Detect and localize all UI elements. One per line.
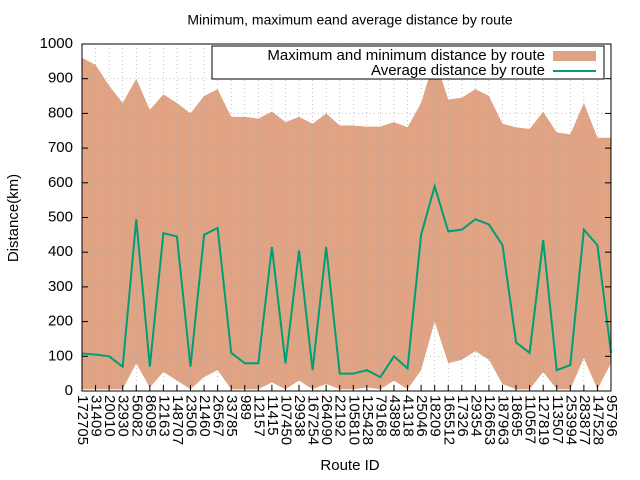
x-tick-label: 86095 bbox=[142, 395, 159, 437]
legend-label: Average distance by route bbox=[371, 62, 545, 79]
y-axis-label: Distance(km) bbox=[5, 174, 22, 262]
x-tick-label: 148707 bbox=[169, 395, 186, 445]
x-tick-label: 32930 bbox=[115, 395, 132, 437]
y-tick-label: 700 bbox=[48, 139, 73, 156]
x-tick-label: 125428 bbox=[359, 395, 376, 445]
x-tick-label: 43898 bbox=[386, 395, 403, 437]
x-tick-label: 23506 bbox=[183, 395, 200, 437]
chart-title: Minimum, maximum eand average distance b… bbox=[187, 12, 512, 28]
x-tick-label: 95796 bbox=[603, 395, 620, 437]
legend-label: Maximum and minimum distance by route bbox=[267, 47, 545, 64]
x-tick-label: 12163 bbox=[155, 395, 172, 437]
x-tick-label: 11415 bbox=[264, 395, 281, 436]
x-tick-label: 21460 bbox=[196, 395, 213, 437]
y-tick-label: 900 bbox=[48, 70, 73, 87]
x-tick-label: 147528 bbox=[589, 395, 606, 445]
x-tick-label: 29938 bbox=[291, 395, 308, 437]
x-tick-label: 172705 bbox=[74, 395, 91, 445]
y-tick-label: 100 bbox=[48, 347, 73, 364]
y-tick-label: 1000 bbox=[40, 35, 73, 52]
x-tick-label: 22192 bbox=[332, 395, 349, 437]
x-tick-label: 165512 bbox=[440, 395, 457, 445]
x-tick-label: 18695 bbox=[508, 395, 525, 437]
x-tick-label: 18209 bbox=[427, 395, 444, 437]
x-tick-label: 56082 bbox=[128, 395, 145, 437]
range-area bbox=[82, 57, 611, 390]
x-tick-label: 31409 bbox=[88, 395, 105, 437]
x-tick-label: 264090 bbox=[318, 395, 335, 445]
x-tick-label: 107450 bbox=[277, 395, 294, 445]
y-tick-label: 400 bbox=[48, 243, 73, 260]
legend-swatch bbox=[553, 51, 596, 61]
y-tick-label: 300 bbox=[48, 278, 73, 295]
x-tick-label: 25046 bbox=[413, 395, 430, 437]
x-tick-label: 113507 bbox=[549, 395, 566, 444]
x-tick-label: 167254 bbox=[305, 395, 322, 445]
x-tick-label: 187963 bbox=[495, 395, 512, 445]
y-tick-label: 600 bbox=[48, 174, 73, 191]
x-tick-label: 79168 bbox=[372, 395, 389, 437]
x-tick-label: 989 bbox=[237, 395, 254, 420]
x-tick-label: 126653 bbox=[481, 395, 498, 445]
legend-box bbox=[211, 45, 605, 80]
x-tick-label: 127819 bbox=[535, 395, 552, 445]
x-tick-label: 17326 bbox=[454, 395, 471, 437]
average-line bbox=[81, 182, 612, 379]
x-tick-label: 105810 bbox=[345, 395, 362, 445]
x-axis-label: Route ID bbox=[320, 457, 379, 474]
x-tick-label: 12157 bbox=[250, 395, 267, 437]
y-tick-label: 0 bbox=[65, 382, 73, 399]
y-tick-label: 500 bbox=[48, 208, 73, 225]
x-tick-label: 253994 bbox=[562, 395, 579, 445]
y-tick-label: 800 bbox=[48, 104, 73, 121]
x-tick-label: 20010 bbox=[101, 395, 118, 437]
x-tick-label: 33785 bbox=[223, 395, 240, 437]
legend: Maximum and minimum distance by routeAve… bbox=[211, 45, 605, 80]
x-tick-label: 283877 bbox=[576, 395, 593, 445]
x-tick-label: 41318 bbox=[400, 395, 417, 437]
y-tick-label: 200 bbox=[48, 313, 73, 330]
x-tick-label: 110567 bbox=[522, 395, 539, 444]
x-tick-label: 26567 bbox=[210, 395, 227, 437]
x-tick-label: 29354 bbox=[467, 395, 484, 437]
